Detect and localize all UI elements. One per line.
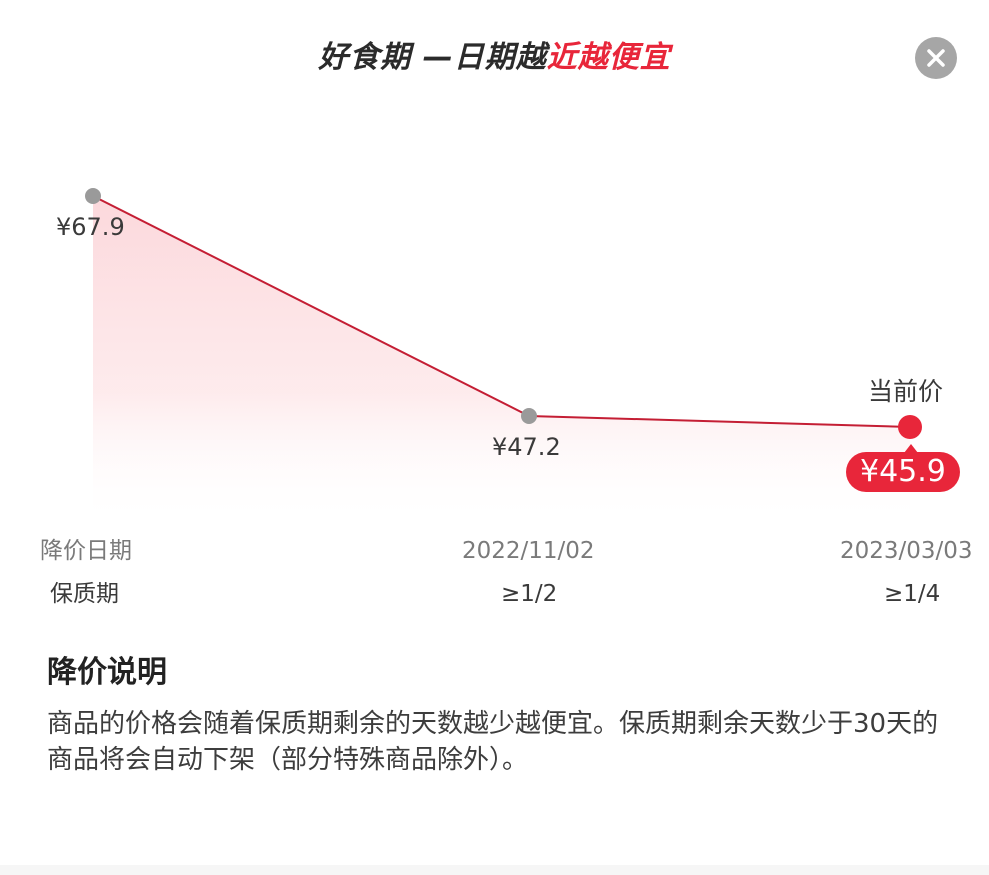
shelf-life-value-2: ≥1/4: [884, 581, 941, 607]
shelf-life-label: 保质期: [50, 581, 119, 607]
price-pill-pointer: [904, 444, 918, 453]
bottom-divider: [0, 865, 989, 875]
date-value-2: 2023/03/03: [840, 538, 973, 564]
current-price-label: 当前价: [868, 377, 944, 406]
description-body: 商品的价格会随着保质期剩余的天数越少越便宜。保质期剩余天数少于30天的商品将会自…: [47, 709, 939, 775]
data-point-2: [521, 408, 537, 424]
data-point-1: [85, 188, 101, 204]
page-title: 好食期 —日期越近越便宜: [0, 36, 989, 80]
data-point-current: [898, 415, 922, 439]
point-label-2: ¥47.2: [492, 433, 561, 461]
date-row: 降价日期 2022/11/02 2023/03/03: [0, 534, 989, 568]
title-main: 好食期 —日期越: [318, 40, 547, 75]
price-chart: [85, 188, 922, 525]
date-value-1: 2022/11/02: [462, 538, 595, 564]
title-highlight: 近越便宜: [546, 40, 671, 75]
description-title: 降价说明: [47, 655, 167, 690]
point-label-1: ¥67.9: [56, 213, 125, 241]
current-price-badge: ¥45.9: [846, 452, 960, 492]
shelf-life-value-1: ≥1/2: [501, 581, 558, 607]
close-icon: [927, 49, 945, 67]
shelf-life-row: 保质期 ≥1/2 ≥1/4: [0, 577, 989, 611]
date-row-label: 降价日期: [40, 538, 132, 564]
area-fill: [93, 196, 910, 525]
close-button[interactable]: [915, 37, 957, 79]
